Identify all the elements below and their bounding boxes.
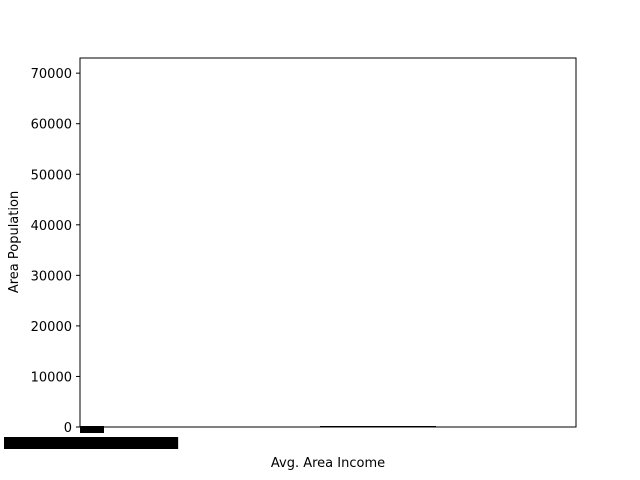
y-axis-label: Area Population [7,191,22,293]
y-tick-label: 60000 [31,118,72,133]
y-tick-label: 30000 [31,269,72,284]
y-axis-ticks: 0 10000 20000 30000 40000 50000 60000 70000 [31,67,80,436]
y-tick-label: 20000 [31,320,72,335]
x-axis-label: Avg. Area Income [271,456,385,471]
y-tick-label: 10000 [31,370,72,385]
x-tick-overflow [4,437,179,449]
y-tick-label: 0 [64,421,72,436]
y-tick-label: 70000 [31,67,72,82]
x-tick-label-glyph [172,437,179,449]
plot-frame [79,57,577,428]
y-tick-label: 50000 [31,168,72,183]
x-tick-cluster-mark [80,427,104,433]
y-tick-label: 40000 [31,219,72,234]
